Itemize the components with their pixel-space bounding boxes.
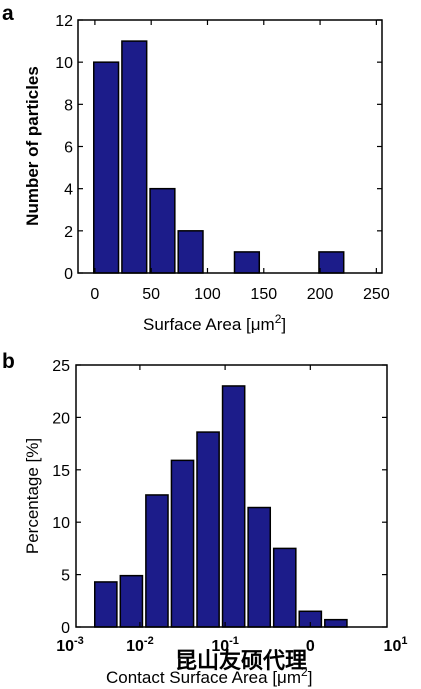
panel-a-x-ticks: 0 50 100 150 200 250 xyxy=(90,20,390,303)
panel-b-bar xyxy=(247,506,272,628)
panel-b-x-tick-label: 101 xyxy=(384,635,408,655)
panel-a-x-tick-label: 50 xyxy=(142,286,160,303)
panel-a-y-ticks: 0 2 4 6 8 10 12 xyxy=(55,13,382,283)
panel-a-bar xyxy=(318,251,345,274)
panel-a-x-tick-label: 150 xyxy=(250,286,277,303)
panel-a-y-tick-label: 6 xyxy=(64,140,73,157)
panel-a-y-tick-label: 0 xyxy=(64,266,73,283)
panel-a-bars xyxy=(93,40,345,274)
panel-a-y-axis-title: Number of particles xyxy=(23,66,42,226)
panel-b-x-ticks: 10-3 10-2 10-1 0 101 xyxy=(56,365,407,655)
panel-b-bar xyxy=(119,574,144,628)
panel-b-x-tick-label: 10-1 xyxy=(211,635,239,655)
panel-a-y-tick-label: 12 xyxy=(55,13,73,30)
panel-b-bar xyxy=(93,581,118,628)
panel-b-axes-frame xyxy=(75,364,388,628)
panel-a-y-tick-label: 8 xyxy=(64,97,73,114)
panel-a-x-tick-label: 200 xyxy=(307,286,334,303)
panel-b-y-tick-label: 5 xyxy=(61,568,70,585)
panel-b-y-tick-label: 0 xyxy=(61,620,70,637)
panel-a-x-tick-label: 100 xyxy=(194,286,221,303)
panel-a: a 0 50 100 150 200 250 0 2 4 6 8 10 12 Surface Area… xyxy=(2,2,390,334)
panel-b-y-axis-title: Percentage [%] xyxy=(23,438,42,554)
panel-b-bar xyxy=(324,618,348,628)
panel-a-y-tick-label: 10 xyxy=(55,55,73,72)
panel-b-x-axis-title: Contact Surface Area [μm2] xyxy=(106,665,312,687)
panel-b-bar xyxy=(221,385,246,628)
watermark-text: 昆山友硕代理 xyxy=(175,649,307,674)
panel-a-letter: a xyxy=(2,2,14,25)
panel-a-x-tick-label: 0 xyxy=(90,286,99,303)
panel-b-bar xyxy=(170,459,195,628)
panel-a-bar xyxy=(93,61,120,274)
panel-b-y-tick-label: 10 xyxy=(52,515,70,532)
panel-b-y-tick-label: 15 xyxy=(52,463,70,480)
panel-a-y-tick-label: 2 xyxy=(64,224,73,241)
panel-b-bars xyxy=(93,385,348,628)
panel-a-bar xyxy=(149,187,176,274)
panel-b-bar xyxy=(145,494,169,628)
panel-a-bar xyxy=(177,230,204,274)
panel-b-bar xyxy=(272,547,297,628)
panel-a-x-axis-title: Surface Area [μm2] xyxy=(143,312,286,334)
panel-b-y-tick-label: 25 xyxy=(52,358,70,375)
panel-b-y-tick-label: 20 xyxy=(52,410,70,427)
panel-a-bar xyxy=(233,251,261,274)
panel-b-bar xyxy=(196,431,220,628)
panel-a-x-tick-label: 250 xyxy=(363,286,390,303)
panel-b: b 10-3 10-2 10-1 0 101 0 5 10 15 20 25 Contact Su… xyxy=(2,350,407,687)
panel-b-x-tick-label: 10-3 xyxy=(56,635,84,655)
panel-a-y-tick-label: 4 xyxy=(64,182,73,199)
panel-b-x-tick-label: 0 xyxy=(306,638,315,655)
panel-b-x-tick-label: 10-2 xyxy=(126,635,154,655)
panel-b-letter: b xyxy=(2,350,15,373)
panel-a-bar xyxy=(121,40,148,274)
panel-b-y-ticks: 0 5 10 15 20 25 xyxy=(52,358,387,637)
